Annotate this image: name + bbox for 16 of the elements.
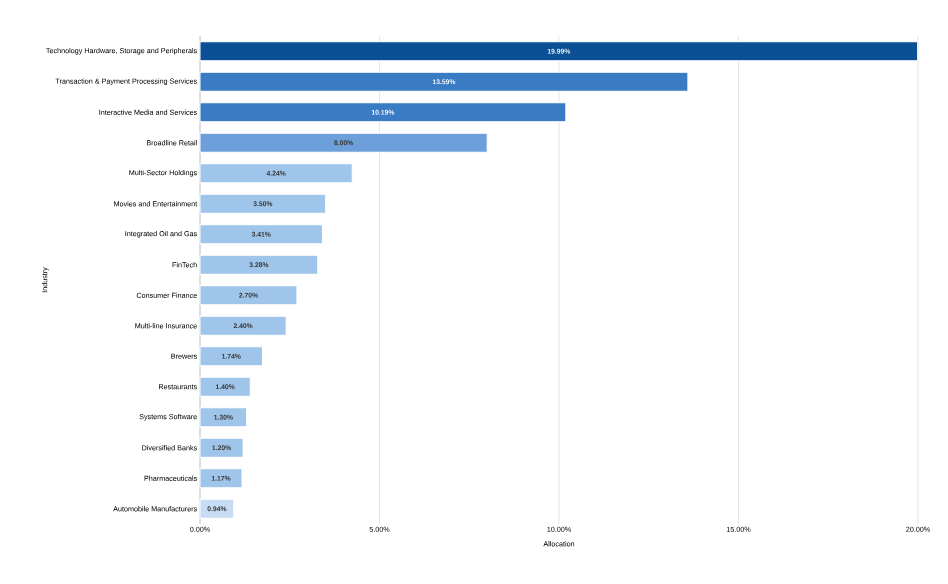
bar	[199, 346, 263, 367]
bar	[199, 437, 244, 458]
bar	[199, 315, 287, 336]
bar	[199, 102, 567, 123]
bar	[199, 468, 243, 489]
bar	[199, 163, 353, 184]
bar	[199, 41, 919, 62]
bar	[199, 193, 327, 214]
bar	[199, 132, 488, 153]
bar	[199, 285, 298, 306]
bar	[199, 498, 235, 519]
bar	[199, 407, 248, 428]
bar	[199, 71, 689, 92]
bar	[199, 254, 319, 275]
bar	[199, 224, 323, 245]
bar	[199, 376, 251, 397]
